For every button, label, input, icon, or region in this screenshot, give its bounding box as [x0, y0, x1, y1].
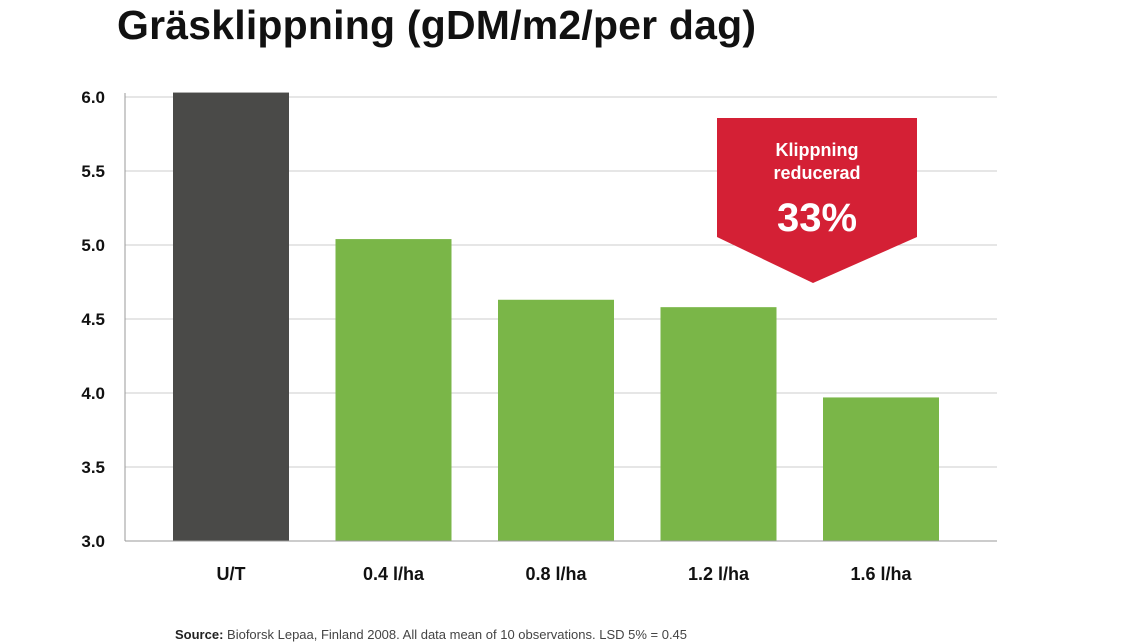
bar-1-6-l-ha [823, 397, 939, 541]
y-tick-label: 4.0 [81, 384, 105, 403]
callout-line-1: Klippning [776, 140, 859, 160]
x-axis-labels: U/T 0.4 l/ha 0.8 l/ha 1.2 l/ha 1.6 l/ha [217, 564, 913, 584]
x-tick-label: 1.2 l/ha [688, 564, 750, 584]
y-tick-label: 3.0 [81, 532, 105, 551]
bar-0-8-l-ha [498, 299, 614, 541]
callout-percent: 33% [777, 196, 857, 240]
y-tick-label: 4.5 [81, 310, 105, 329]
x-tick-label: 0.8 l/ha [525, 564, 587, 584]
y-tick-label: 5.0 [81, 236, 105, 255]
y-tick-label: 5.5 [81, 162, 105, 181]
bars [173, 92, 939, 541]
y-tick-label: 6.0 [81, 88, 105, 107]
callout-line-2: reducerad [773, 163, 860, 183]
y-tick-label: 3.5 [81, 458, 105, 477]
x-tick-label: 0.4 l/ha [363, 564, 425, 584]
bar-1-2-l-ha [660, 307, 777, 541]
callout-arrow-shape [717, 118, 917, 283]
bar-u-t [173, 92, 289, 541]
x-tick-label: 1.6 l/ha [850, 564, 912, 584]
source-text: Bioforsk Lepaa, Finland 2008. All data m… [227, 627, 688, 642]
reduction-callout: Klippning reducerad 33% [717, 118, 917, 283]
bar-0-4-l-ha [335, 239, 452, 541]
chart-title: Gräsklippning (gDM/m2/per dag) [117, 2, 757, 48]
x-tick-label: U/T [217, 564, 246, 584]
y-axis: 3.0 3.5 4.0 4.5 5.0 5.5 6.0 [81, 88, 997, 551]
source-label: Source: [175, 627, 224, 642]
source-note: Source: Bioforsk Lepaa, Finland 2008. Al… [175, 627, 687, 642]
